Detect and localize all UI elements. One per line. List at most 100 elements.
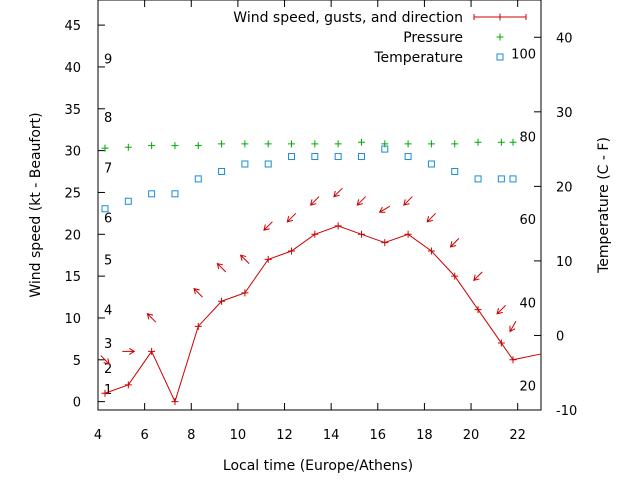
wind-direction-arrow — [216, 262, 227, 273]
fahrenheit-label: 80 — [519, 130, 536, 145]
y-tick-label: 25 — [64, 186, 81, 201]
pressure-point — [194, 142, 202, 150]
beaufort-label: 4 — [104, 304, 112, 319]
temperature-point — [311, 153, 319, 161]
fahrenheit-label: 60 — [519, 213, 536, 228]
x-tick-label: 16 — [370, 428, 387, 443]
wind-direction-arrow — [286, 212, 297, 223]
temperature-point — [509, 175, 517, 183]
y2-tick-label: 10 — [556, 255, 573, 270]
wind-point — [334, 222, 342, 230]
temperature-point — [357, 153, 365, 161]
temperature-point — [101, 205, 109, 213]
legend-swatch-wind — [473, 13, 527, 21]
y-tick-label: 20 — [64, 228, 81, 243]
y-tick-label: 10 — [64, 312, 81, 327]
wind-point — [427, 247, 435, 255]
wind-series — [101, 222, 542, 406]
pressure-point — [264, 140, 272, 148]
pressure-series — [101, 138, 517, 152]
wind-direction-arrow — [378, 205, 391, 213]
pressure-point — [451, 140, 459, 148]
x-tick-label: 10 — [230, 428, 247, 443]
wind-point — [171, 398, 179, 406]
y-tick-label: 5 — [73, 354, 81, 369]
beaufort-label: 7 — [104, 161, 112, 176]
fahrenheit-scale-labels: 20 40 60 80 100 — [511, 48, 536, 395]
wind-point — [218, 297, 226, 305]
y2-tick-labels: -10 0 10 20 30 40 — [556, 31, 577, 419]
x-tick-label: 8 — [187, 428, 195, 443]
y2-axis-title: Temperature (C - F) — [596, 137, 612, 274]
temperature-point — [171, 190, 179, 198]
legend: Wind speed, gusts, and direction Pressure… — [233, 10, 527, 66]
y2-tick-label: 40 — [556, 31, 573, 46]
pressure-point — [404, 140, 412, 148]
wind-point — [101, 389, 109, 397]
wind-point — [264, 255, 272, 263]
pressure-point — [218, 140, 226, 148]
y2-tick-label: 0 — [556, 329, 564, 344]
x-tick-label: 18 — [416, 428, 433, 443]
pressure-point — [311, 140, 319, 148]
wind-point — [451, 272, 459, 280]
pressure-point — [497, 138, 505, 146]
x-tick-label: 4 — [94, 428, 102, 443]
y-axis-title: Wind speed (kt - Beaufort) — [28, 112, 44, 297]
fahrenheit-label: 40 — [519, 297, 536, 312]
wind-direction-arrow — [356, 196, 367, 206]
temperature-point — [264, 160, 272, 168]
pressure-point — [509, 138, 517, 146]
wind-direction-arrow — [473, 271, 483, 282]
wind-point — [497, 339, 505, 347]
wind-point — [241, 289, 249, 297]
wind-direction-arrow — [146, 313, 157, 323]
temperature-series — [101, 145, 517, 213]
wind-direction-arrow — [263, 221, 273, 231]
pressure-point — [241, 140, 249, 148]
y-tick-label: 45 — [64, 19, 81, 34]
legend-swatch-temperature — [496, 53, 504, 61]
temperature-point — [497, 175, 505, 183]
pressure-point — [381, 140, 389, 148]
y-tick-label: 35 — [64, 103, 81, 118]
pressure-point — [474, 138, 482, 146]
wind-direction-arrow — [122, 348, 136, 355]
x-tick-label: 20 — [463, 428, 480, 443]
wind-point — [404, 230, 412, 238]
wind-direction-arrow — [509, 320, 517, 333]
y-tick-label: 0 — [73, 396, 81, 411]
beaufort-label: 8 — [104, 111, 112, 126]
plot-frame — [97, 0, 542, 411]
pressure-point — [288, 140, 296, 148]
x-tick-labels: 4 6 8 10 12 14 16 18 20 22 — [94, 428, 526, 443]
pressure-point — [427, 140, 435, 148]
wind-direction-arrow — [333, 187, 343, 198]
fahrenheit-label: 20 — [519, 379, 536, 394]
wind-point — [509, 356, 517, 364]
beaufort-label: 6 — [104, 212, 112, 227]
fahrenheit-label: 100 — [511, 48, 536, 63]
wind-line — [104, 225, 542, 404]
wind-point — [474, 306, 482, 314]
y2-tick-label: 20 — [556, 180, 573, 195]
temperature-point — [241, 160, 249, 168]
x-tick-label: 14 — [323, 428, 340, 443]
x-tick-label: 22 — [509, 428, 526, 443]
temperature-point — [404, 153, 412, 161]
wind-direction-arrow — [449, 238, 460, 248]
y2-tick-label: 30 — [556, 106, 573, 121]
beaufort-scale-labels: 1 2 3 4 5 6 7 8 9 — [104, 53, 112, 399]
legend-label: Temperature — [373, 50, 463, 66]
pressure-point — [357, 138, 365, 146]
wind-direction-arrow — [403, 196, 413, 206]
temperature-point — [427, 160, 435, 168]
pressure-point — [171, 142, 179, 150]
y-tick-labels: 0 5 10 15 20 25 30 35 40 45 — [64, 19, 81, 411]
temperature-point — [194, 175, 202, 183]
y-tick-label: 30 — [64, 145, 81, 160]
x-tick-label: 12 — [276, 428, 293, 443]
x-axis-title: Local time (Europe/Athens) — [223, 458, 413, 474]
wind-point — [194, 322, 202, 330]
wind-point — [148, 347, 156, 355]
